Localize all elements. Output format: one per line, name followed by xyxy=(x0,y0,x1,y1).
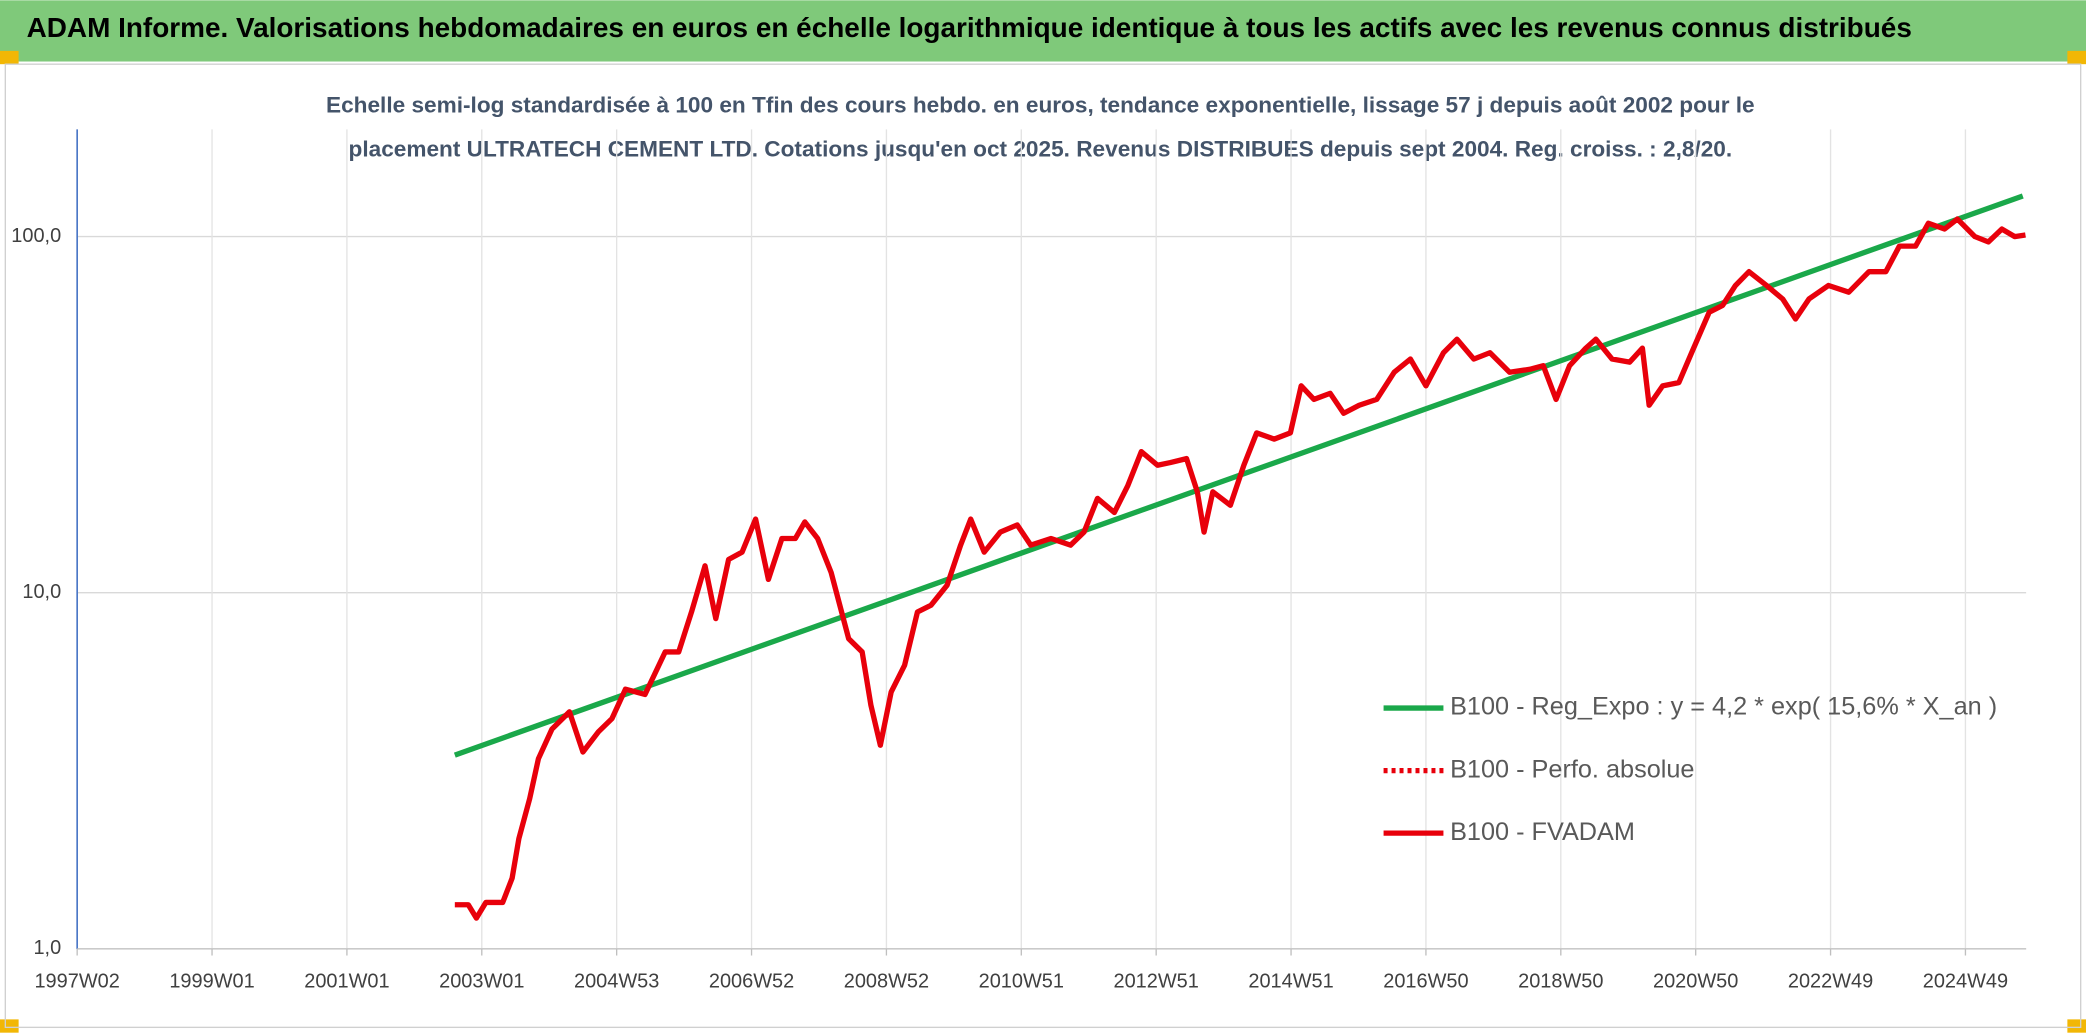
x-tick-label: 2012W51 xyxy=(1113,970,1198,992)
x-tick-label: 2014W51 xyxy=(1248,970,1333,992)
x-tick-label: 2008W52 xyxy=(844,970,929,992)
corner xyxy=(0,1019,19,1033)
corner xyxy=(2067,50,2086,65)
y-tick-label: 1,0 xyxy=(33,937,61,959)
grid: 1,0 10,0 100,0 1997W02 1999W01 2001W01 2003W01… xyxy=(11,129,2027,992)
legend-label: B100 - FVADAM xyxy=(1450,818,1635,846)
x-tick-label: 2006W52 xyxy=(709,970,794,992)
x-tick-label: 1997W02 xyxy=(34,970,119,992)
x-tick-label: 2003W01 xyxy=(439,970,524,992)
x-tick-label: 2001W01 xyxy=(304,970,389,992)
plot-area xyxy=(453,193,2026,921)
y-tick-label: 10,0 xyxy=(22,581,61,603)
x-tick-label: 2010W51 xyxy=(979,970,1064,992)
corner xyxy=(2067,1019,2086,1033)
corner xyxy=(0,50,19,65)
subtitle: Echelle semi-log standardisée à 100 en T… xyxy=(326,93,1755,118)
title-banner xyxy=(0,0,2086,62)
chart-title: ADAM Informe. Valorisations hebdomadaire… xyxy=(27,12,1912,43)
legend: B100 - Reg_Expo : y = 4,2 * exp( 15,6% *… xyxy=(1383,693,1997,846)
x-tick-label: 2004W53 xyxy=(574,970,659,992)
legend-label: B100 - Perfo. absolue xyxy=(1450,755,1694,783)
x-tick-label: 2018W50 xyxy=(1518,970,1603,992)
x-tick-label: 2016W50 xyxy=(1383,970,1468,992)
x-tick-label: 1999W01 xyxy=(169,970,254,992)
frame xyxy=(4,63,2082,1029)
x-tick-label: 2020W50 xyxy=(1653,970,1738,992)
series-line xyxy=(454,216,2026,921)
x-tick-label: 2022W49 xyxy=(1788,970,1873,992)
x-tick-label: 2024W49 xyxy=(1923,970,2008,992)
y-tick-label: 100,0 xyxy=(11,225,61,247)
legend-label: B100 - Reg_Expo : y = 4,2 * exp( 15,6% *… xyxy=(1450,693,1997,721)
subtitle: placement ULTRATECH CEMENT LTD. Cotation… xyxy=(349,137,1733,162)
